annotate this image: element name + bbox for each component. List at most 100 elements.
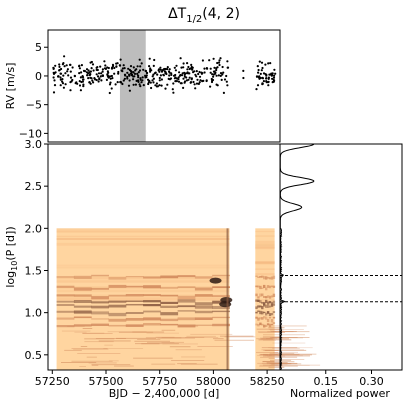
rv-point (242, 76, 245, 80)
map-band (125, 276, 144, 278)
rv-point (140, 62, 143, 65)
map-texture (77, 353, 121, 354)
rv-point (188, 67, 191, 71)
map-texture (271, 363, 288, 365)
rv-point (87, 69, 90, 72)
map-texture (262, 361, 295, 363)
map-texture (255, 261, 275, 264)
map-band (263, 296, 266, 298)
rv-point (54, 64, 57, 67)
power-panel: 0.15 0.30 Normalized power (279, 143, 403, 400)
rv-point (66, 68, 69, 71)
map-xtick-label: 57750 (142, 375, 177, 388)
map-band (125, 318, 144, 321)
rv-point (217, 61, 221, 64)
map-texture (257, 362, 298, 364)
map-texture (269, 352, 295, 354)
map-texture (190, 333, 233, 335)
rv-point (216, 84, 219, 87)
rv-point (133, 72, 137, 75)
rv-point (139, 78, 142, 81)
map-xtick-label: 57250 (35, 375, 70, 388)
rv-point (148, 65, 151, 68)
rv-point (203, 67, 206, 70)
map-band (272, 311, 276, 313)
map-texture (108, 360, 119, 362)
map-texture (213, 338, 224, 340)
map-band (263, 304, 266, 307)
map-band (56, 304, 75, 306)
map-band (73, 300, 92, 303)
period-map-panel: 57250 57500 57750 58000 58250 0.5 1.0 1.5 2.0 2.… (4, 138, 321, 400)
rv-point (178, 71, 181, 74)
map-texture (224, 336, 267, 338)
map-band (259, 322, 262, 326)
map-texture (56, 228, 230, 230)
map-band (212, 295, 230, 297)
map-texture (263, 334, 305, 336)
map-texture (56, 242, 230, 246)
map-texture (132, 331, 165, 333)
rv-point (167, 70, 171, 73)
rv-point (135, 79, 138, 82)
power-xtick-label: 0.15 (314, 375, 339, 388)
map-texture (104, 344, 113, 346)
rv-point (158, 84, 161, 87)
rv-point (261, 76, 264, 79)
map-hotspot (220, 297, 233, 304)
rv-point (269, 62, 272, 65)
power-dashed-lines (280, 275, 402, 303)
rv-point (69, 76, 73, 79)
map-band (268, 323, 272, 328)
rv-ylabel: RV [m/s] (4, 63, 17, 110)
rv-point (78, 84, 82, 87)
map-texture (255, 261, 275, 263)
rv-point (140, 81, 143, 84)
rv-point (180, 66, 183, 69)
rv-point (180, 74, 184, 77)
rv-point (142, 68, 145, 71)
rv-point (219, 74, 222, 77)
rv-point (172, 82, 175, 85)
rv-points (52, 55, 277, 95)
rv-point (61, 82, 65, 85)
map-band (265, 287, 268, 291)
rv-point (212, 57, 215, 60)
map-band (177, 305, 196, 308)
map-band (266, 323, 270, 326)
map-texture (151, 363, 176, 365)
map-band (212, 286, 230, 288)
rv-point (193, 83, 196, 86)
map-band (212, 274, 230, 277)
map-texture (162, 343, 198, 345)
map-band (257, 310, 260, 312)
map-band (143, 317, 161, 321)
map-texture (161, 329, 176, 331)
map-texture (71, 360, 113, 362)
map-texture (133, 357, 173, 359)
map-band (73, 294, 92, 297)
rv-point (144, 76, 147, 79)
map-texture (267, 355, 310, 357)
rv-point (91, 63, 95, 66)
rv-point (92, 69, 95, 72)
map-band (263, 324, 266, 328)
map-band (194, 287, 213, 291)
rv-point (262, 80, 265, 83)
rv-point (89, 61, 92, 64)
rv-point (172, 91, 175, 94)
map-texture (145, 337, 182, 339)
rv-point (78, 80, 81, 83)
map-band (194, 294, 213, 297)
map-band (177, 299, 196, 303)
map-texture (257, 355, 283, 356)
rv-point (60, 67, 63, 71)
rv-point (255, 75, 259, 78)
map-band (272, 316, 276, 319)
map-xtick-label: 58250 (250, 375, 285, 388)
map-band (91, 323, 109, 326)
rv-point (95, 68, 98, 71)
map-texture (269, 354, 312, 356)
rv-point (186, 68, 189, 71)
map-band (257, 296, 260, 299)
